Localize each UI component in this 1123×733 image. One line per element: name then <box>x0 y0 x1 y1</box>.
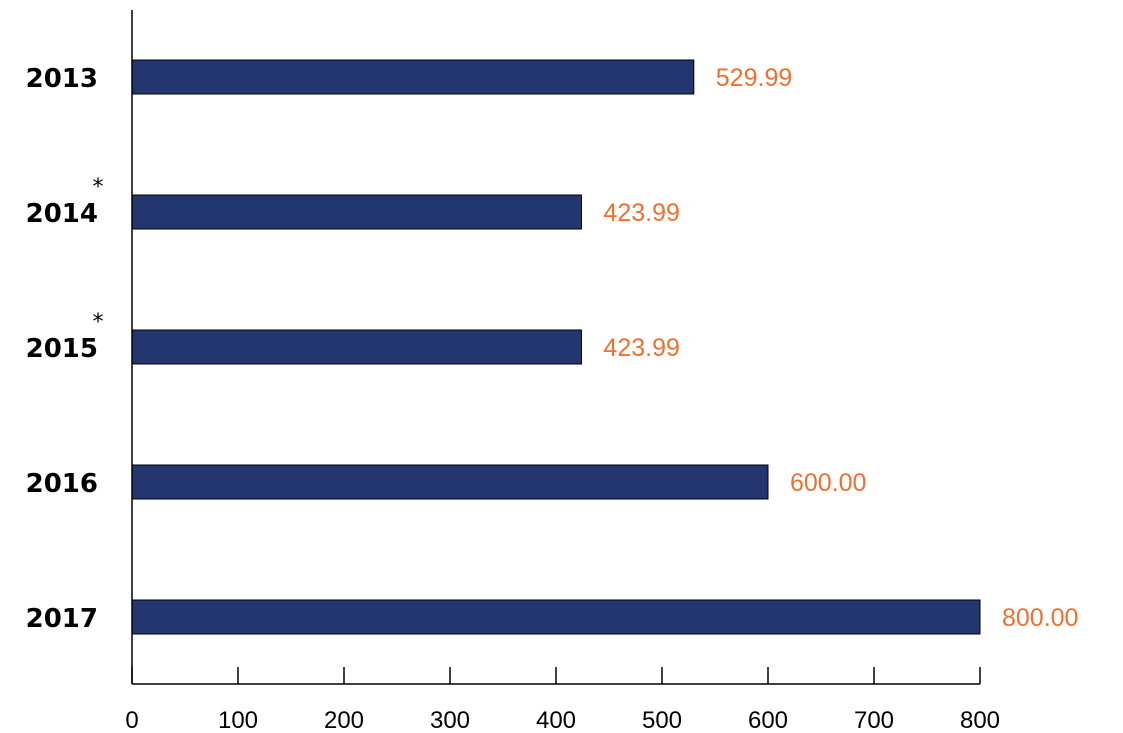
bar-2017 <box>131 599 981 635</box>
x-tick-label-700: 700 <box>854 707 894 733</box>
x-tick-label-100: 100 <box>218 707 258 733</box>
category-label-2017: 2017 <box>26 604 98 634</box>
category-label-2014: 2014 <box>26 199 98 229</box>
x-tick-label-0: 0 <box>125 707 138 733</box>
bar-2013 <box>131 59 695 95</box>
value-labels-group: 529.99 423.99 423.99 600.00 800.00 <box>603 64 1078 632</box>
bar-2014 <box>131 194 582 230</box>
x-tick-label-500: 500 <box>642 707 682 733</box>
category-asterisk-2015: * <box>93 310 104 335</box>
value-label-2016: 600.00 <box>790 469 866 497</box>
value-label-2014: 423.99 <box>603 199 679 227</box>
x-tick-label-800: 800 <box>960 707 1000 733</box>
category-label-2013: 2013 <box>26 64 98 94</box>
x-tick-label-600: 600 <box>748 707 788 733</box>
value-label-2013: 529.99 <box>716 64 792 92</box>
category-asterisk-2014: * <box>93 175 104 200</box>
bar-2015 <box>131 329 582 365</box>
category-label-2015: 2015 <box>26 334 98 364</box>
x-tick-label-200: 200 <box>324 707 364 733</box>
bars-group <box>131 59 981 635</box>
value-label-2017: 800.00 <box>1002 604 1078 632</box>
x-tick-label-400: 400 <box>536 707 576 733</box>
category-label-2016: 2016 <box>26 469 98 499</box>
x-tick-label-300: 300 <box>430 707 470 733</box>
x-ticks-group: 0 100 200 300 400 500 600 700 800 <box>125 667 1000 733</box>
bar-2016 <box>131 464 769 500</box>
value-label-2015: 423.99 <box>603 334 679 362</box>
